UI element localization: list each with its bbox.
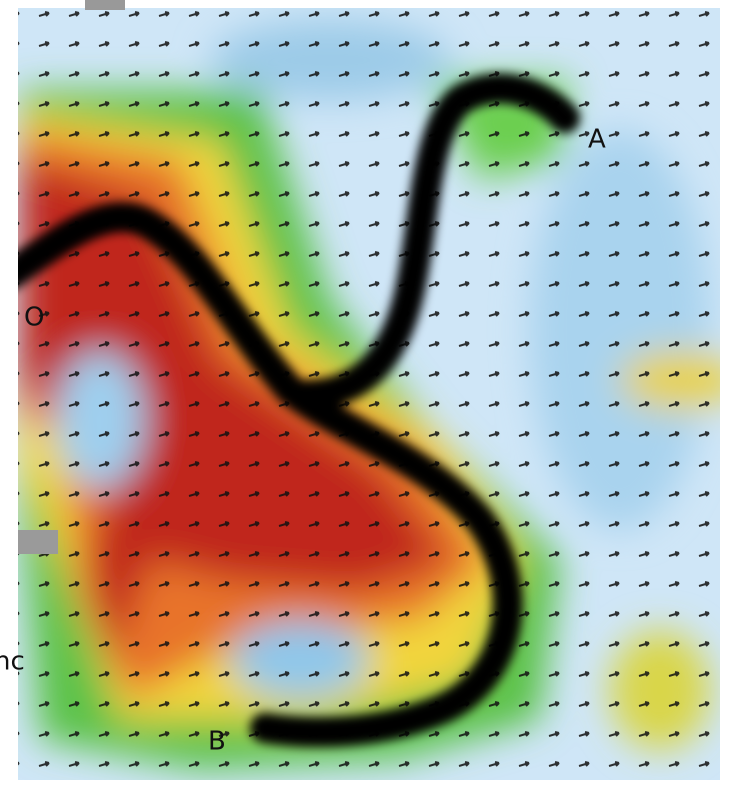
vector-arrows (18, 8, 720, 780)
edge-artifact (85, 0, 125, 10)
field (10, 8, 732, 780)
edge-artifact (18, 530, 58, 554)
point-label: B (208, 727, 226, 757)
flow-field-image: A B O nc (0, 0, 732, 787)
cropped-text: nc (0, 647, 25, 677)
page: A B O nc (() => { const data = JSON.pars… (0, 0, 732, 787)
point-label: A (588, 125, 606, 155)
point-label: O (24, 303, 44, 333)
